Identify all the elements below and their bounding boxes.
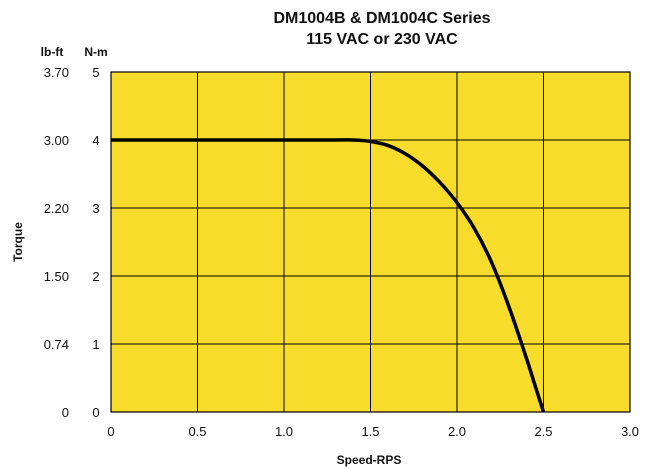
chart-title: DM1004B & DM1004C Series: [274, 10, 491, 27]
y-tick-label-lbft: 3.70: [44, 65, 69, 80]
x-tick-labels: 0 0.5 1.0 1.5 2.0 2.5 3.0: [107, 424, 639, 439]
x-tick-label: 2.5: [534, 424, 552, 439]
y-unit-left-label: lb-ft: [41, 45, 64, 59]
y-unit-right-label: N-m: [84, 45, 107, 59]
x-tick-label: 0: [107, 424, 114, 439]
x-axis-label: Speed-RPS: [337, 453, 402, 467]
y-tick-label-nm: 5: [92, 65, 99, 80]
y-axis-label: Torque: [11, 222, 25, 262]
y-tick-label-lbft: 1.50: [44, 269, 69, 284]
y-tick-label-nm: 4: [92, 133, 99, 148]
x-tick-label: 3.0: [621, 424, 639, 439]
plot-frame: [110, 71, 631, 413]
x-tick-label: 2.0: [448, 424, 466, 439]
x-tick-label: 1.5: [361, 424, 379, 439]
y-tick-label-nm: 1: [92, 337, 99, 352]
y-tick-label-lbft: 3.00: [44, 133, 69, 148]
chart-subtitle: 115 VAC or 230 VAC: [306, 31, 458, 48]
y-tick-label-lbft: 2.20: [44, 201, 69, 216]
y-tick-label-lbft: 0: [62, 405, 69, 420]
y-tick-label-lbft: 0.74: [44, 337, 69, 352]
x-tick-label: 0.5: [188, 424, 206, 439]
y-tick-labels: 0 0 1 0.74 2 1.50 3 2.20 4 3.00 5 3.70: [44, 65, 100, 420]
torque-curve-line: [111, 138, 546, 413]
y-tick-label-nm: 3: [92, 201, 99, 216]
x-tick-label: 1.0: [275, 424, 293, 439]
y-tick-label-nm: 0: [92, 405, 99, 420]
y-tick-label-nm: 2: [92, 269, 99, 284]
